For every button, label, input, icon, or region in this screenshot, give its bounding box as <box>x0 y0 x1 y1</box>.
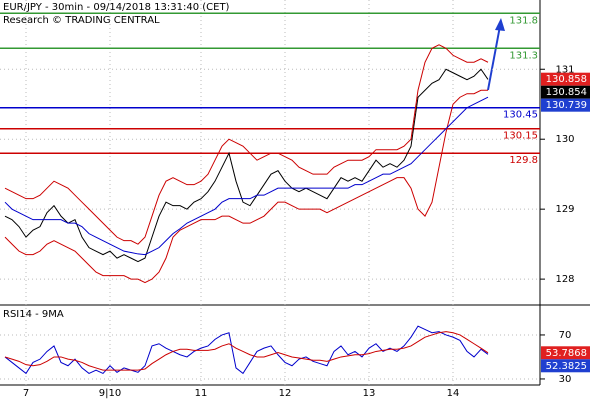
price-box-label: 53.7868 <box>546 348 587 359</box>
level-label: 131.8 <box>509 15 538 26</box>
x-tick-label: 14 <box>447 388 460 399</box>
price-box <box>541 359 590 373</box>
series-line <box>4 44 489 245</box>
y-tick-label: 130 <box>555 134 574 145</box>
y-tick-label: 70 <box>559 330 572 341</box>
price-box-label: 52.3825 <box>546 361 587 372</box>
level-label: 129.8 <box>509 155 538 166</box>
series-line <box>4 68 489 263</box>
price-box <box>541 85 590 99</box>
price-box <box>541 98 590 112</box>
x-tick-label: 11 <box>195 388 208 399</box>
y-tick-label: 129 <box>555 204 574 215</box>
price-box-label: 130.854 <box>546 87 587 98</box>
chart-title: EUR/JPY - 30min - 09/14/2018 13:31:40 (C… <box>3 2 230 13</box>
y-tick-label: 30 <box>559 374 572 385</box>
x-tick-label: 7 <box>23 388 29 399</box>
y-tick-label: 131 <box>555 64 574 75</box>
series-line <box>4 325 489 375</box>
x-tick-label: 13 <box>363 388 376 399</box>
price-box-label: 130.739 <box>546 100 587 111</box>
series-line <box>4 89 488 284</box>
x-tick-label: 9|10 <box>99 388 121 399</box>
price-box <box>541 72 590 86</box>
y-tick-label: 128 <box>555 274 574 285</box>
chart-subtitle: Research © TRADING CENTRAL <box>3 15 160 26</box>
level-label: 130.45 <box>503 110 538 121</box>
price-box <box>541 346 590 360</box>
level-label: 130.15 <box>503 131 538 142</box>
price-box-label: 130.858 <box>546 74 587 85</box>
level-label: 131.3 <box>509 50 538 61</box>
series-line <box>4 96 489 256</box>
x-tick-label: 12 <box>279 388 292 399</box>
arrow-head <box>495 18 505 31</box>
rsi-title: RSI14 - 9MA <box>3 309 64 320</box>
series-line <box>4 331 489 371</box>
forecast-arrow <box>487 25 501 91</box>
